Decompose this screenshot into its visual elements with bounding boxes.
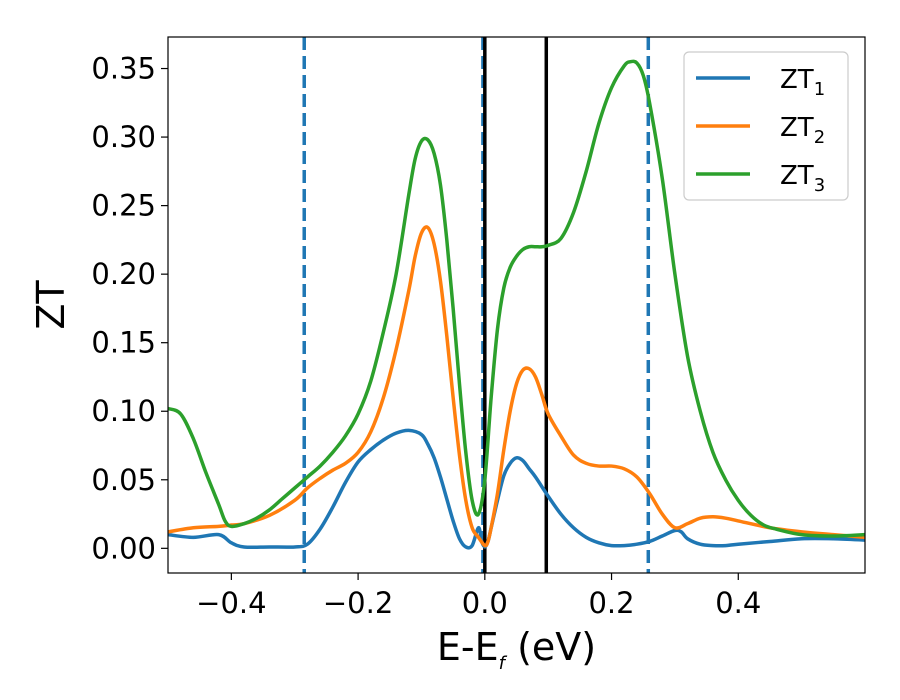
x-axis-ticks: −0.4 −0.2 0.0 0.2 0.4 [196,573,761,620]
series-line-zt3 [168,59,865,538]
y-tick-label: 0.35 [91,52,156,86]
legend-label-main: ZT [780,161,814,191]
x-axis-label-unit: (eV) [505,625,596,669]
legend-label-main: ZT [780,65,814,95]
legend-label-zt2: ZT2 [780,113,825,148]
legend-label-sub: 1 [814,79,825,100]
x-tick-label: 0.0 [462,586,508,620]
series-line-zt2 [168,225,865,548]
y-axis-ticks: 0.00 0.05 0.10 0.15 0.20 0.25 0.30 0.35 [91,52,168,565]
legend-label-sub: 3 [814,175,825,196]
x-axis-label: E-Ef (eV) [437,625,596,674]
x-tick-label: 0.2 [588,586,634,620]
legend-label-zt1: ZT1 [780,65,825,100]
x-tick-label: −0.4 [196,586,266,620]
x-tick-label: 0.4 [715,586,761,620]
y-tick-label: 0.30 [91,120,156,154]
x-axis-label-main: E-E [437,625,499,669]
legend-label-main: ZT [780,113,814,143]
y-tick-label: 0.25 [91,189,156,223]
y-tick-label: 0.10 [91,394,156,428]
legend-label-zt3: ZT3 [780,161,825,196]
y-tick-label: 0.15 [91,326,156,360]
reference-lines [302,37,651,573]
plot-frame [167,36,866,574]
y-tick-label: 0.00 [91,531,156,565]
series-lines [168,59,865,550]
x-tick-label: −0.2 [323,586,393,620]
y-axis-label: ZT [29,280,73,330]
y-tick-label: 0.20 [91,257,156,291]
x-axis-label-sub: f [499,653,508,674]
legend-label-sub: 2 [814,127,825,148]
series-line-zt1 [168,428,865,550]
legend-box [683,51,849,201]
y-tick-label: 0.05 [91,463,156,497]
